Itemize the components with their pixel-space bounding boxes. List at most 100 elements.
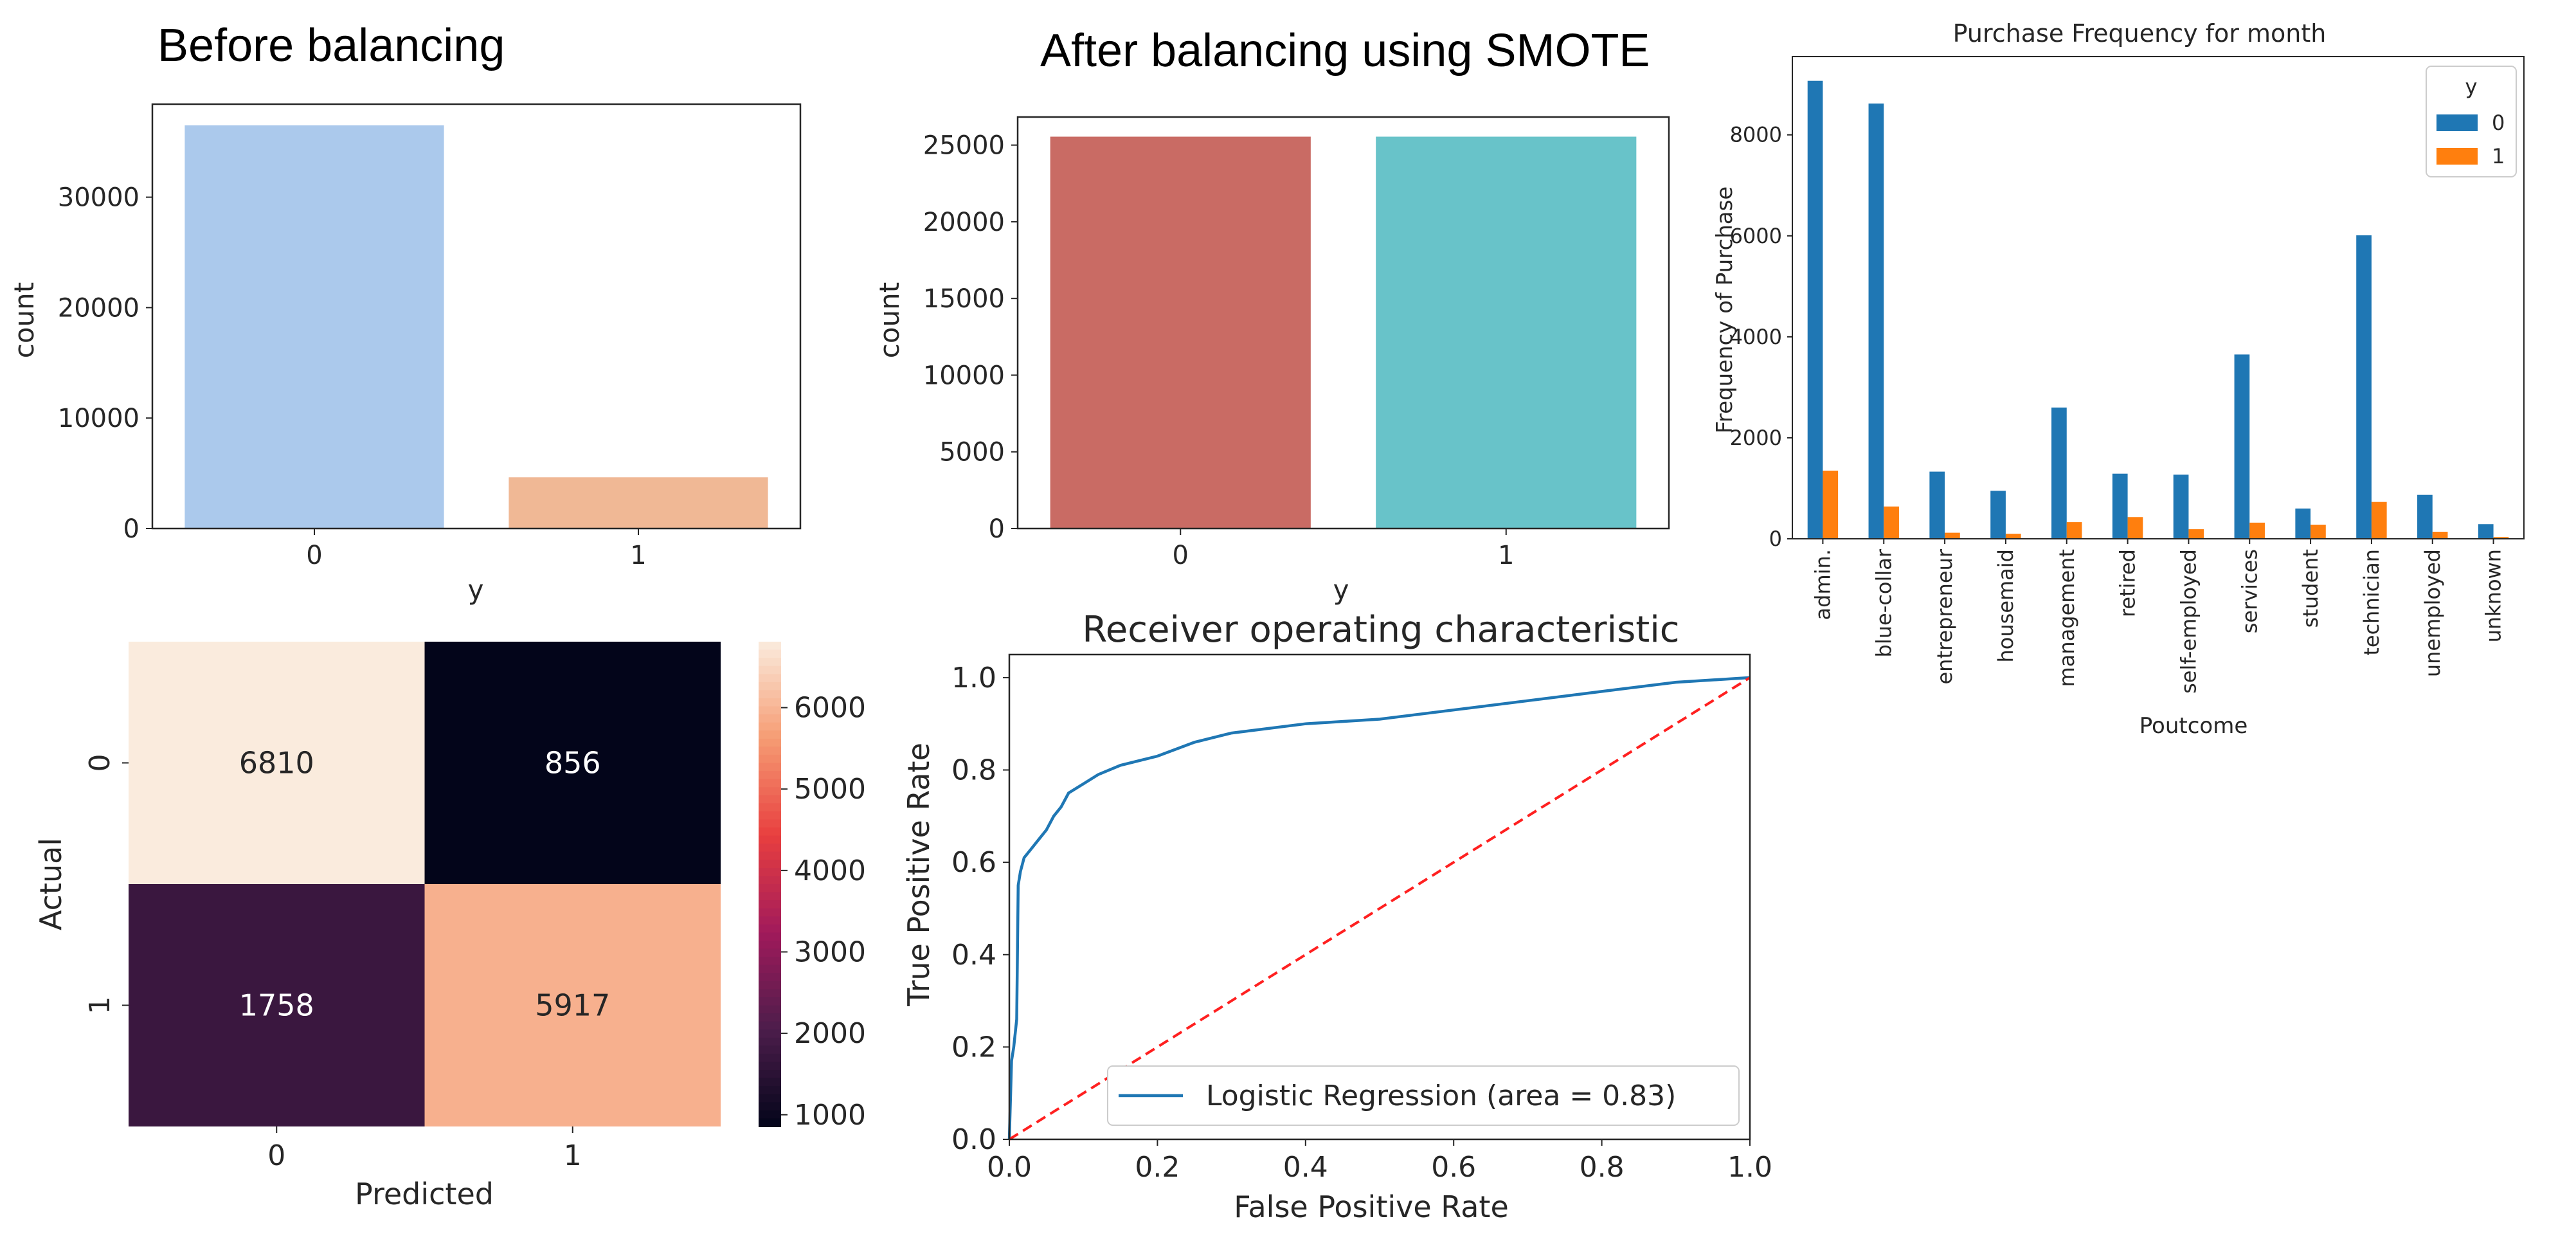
roc-y-tick-label: 0.4 (951, 939, 996, 972)
confusion-cell-0-0 (129, 642, 425, 884)
colorbar-tick-label: 4000 (794, 855, 866, 887)
purchase-x-tick-label: unemployed (2420, 549, 2445, 677)
purchase-x-tick-label: technician (2359, 549, 2384, 656)
colorbar-segment (759, 916, 781, 925)
purchase-bar-student-series-0 (2295, 508, 2311, 539)
colorbar-segment (759, 779, 781, 788)
roc-legend: Logistic Regression (area = 0.83) (1107, 1065, 1740, 1126)
purchase-bar-technician-series-1 (2371, 502, 2387, 539)
purchase-x-tick-label: entrepreneur (1932, 548, 1957, 684)
after-y-tick-label: 10000 (923, 361, 1005, 390)
purchase-bar-unemployed-series-0 (2417, 494, 2433, 539)
colorbar-segment (759, 722, 781, 732)
colorbar-segment (759, 1086, 781, 1095)
colorbar-segment (759, 1029, 781, 1038)
roc-chance-line (1008, 676, 1751, 1141)
colorbar-segment (759, 892, 781, 901)
colorbar-segment (759, 665, 781, 675)
colorbar-segment (759, 746, 781, 755)
roc-y-tick-label: 0.0 (951, 1123, 996, 1156)
roc-plot-frame (1008, 653, 1751, 1141)
purchase-x-tick-label: self-employed (2176, 549, 2201, 694)
purchase-bar-unemployed-series-1 (2432, 532, 2448, 539)
before-x-tick-label: 0 (306, 541, 322, 570)
colorbar-segment (759, 754, 781, 764)
colorbar-segment (759, 795, 781, 804)
colorbar-segment (759, 973, 781, 982)
colorbar-segment (759, 674, 781, 683)
confusion-cell-1-1 (424, 884, 721, 1126)
colorbar-segment (759, 924, 781, 934)
roc-legend-label: Logistic Regression (area = 0.83) (1206, 1080, 1676, 1112)
roc-x-tick-label: 0.0 (987, 1151, 1032, 1184)
purchase-bar-housemaid-series-1 (2005, 534, 2021, 539)
colorbar-segment (759, 1102, 781, 1111)
purchase-legend-label-1: 1 (2492, 144, 2505, 168)
colorbar-segment (759, 698, 781, 707)
before-y-tick-label: 20000 (58, 293, 140, 323)
roc-x-tick-label: 0.6 (1431, 1151, 1476, 1184)
colorbar-tick-label: 3000 (794, 936, 866, 968)
confusion-x-tick-label: 1 (564, 1139, 582, 1172)
colorbar-segment (759, 835, 781, 845)
colorbar-segment (759, 1062, 781, 1071)
confusion-cell-value: 6810 (239, 746, 314, 781)
roc-y-tick-label: 0.2 (951, 1031, 996, 1063)
purchase-legend-label-0: 0 (2492, 111, 2505, 135)
before-plot-frame (151, 103, 802, 530)
purchase-x-tick-label: student (2298, 549, 2323, 628)
after-x-label: y (1333, 574, 1349, 606)
roc-y-tick-label: 0.6 (951, 846, 996, 879)
purchase-bar-management-series-1 (2066, 522, 2082, 539)
colorbar-segment (759, 1013, 781, 1022)
colorbar-segment (759, 964, 781, 974)
purchase-bar-entrepreneur-series-0 (1929, 471, 1945, 539)
colorbar-tick-label: 6000 (794, 692, 866, 725)
purchase-bar-unknown-series-1 (2493, 537, 2509, 539)
purchase-chart-title: Purchase Frequency for month (1953, 19, 2327, 48)
confusion-x-label: Predicted (355, 1177, 494, 1211)
colorbar-segment (759, 1021, 781, 1031)
purchase-bar-blue-collar-series-0 (1868, 104, 1884, 539)
after-bar-0 (1050, 136, 1311, 529)
purchase-x-tick-label: retired (2116, 549, 2140, 617)
colorbar-segment (759, 706, 781, 716)
purchase-y-tick-label: 8000 (1730, 123, 1782, 147)
after-x-tick-label: 0 (1173, 541, 1189, 570)
after-x-tick-label: 1 (1498, 541, 1514, 570)
colorbar-segment (759, 690, 781, 699)
colorbar-segment (759, 642, 781, 651)
purchase-bar-management-series-0 (2051, 407, 2067, 539)
colorbar-segment (759, 649, 781, 659)
before-y-tick-label: 10000 (58, 404, 140, 433)
purchase-bar-self-employed-series-1 (2188, 529, 2204, 539)
purchase-legend-swatch-0 (2436, 114, 2478, 131)
before-y-tick-label: 30000 (58, 183, 140, 213)
after-y-tick-label: 25000 (923, 131, 1005, 161)
purchase-bar-retired-series-0 (2112, 473, 2128, 539)
purchase-legend-title: y (2465, 75, 2478, 99)
colorbar-segment (759, 876, 781, 885)
colorbar-segment (759, 1094, 781, 1103)
colorbar-segment (759, 851, 781, 861)
roc-x-tick-label: 1.0 (1727, 1151, 1772, 1184)
purchase-x-tick-label: services (2237, 549, 2262, 633)
purchase-x-label: Poutcome (2139, 713, 2248, 739)
purchase-y-tick-label: 0 (1769, 527, 1782, 551)
colorbar-segment (759, 714, 781, 723)
colorbar-segment (759, 1005, 781, 1015)
colorbar-segment (759, 811, 781, 820)
purchase-y-label: Frequency of Purchase (1712, 186, 1738, 433)
confusion-y-tick-label: 1 (84, 997, 116, 1015)
after-y-tick-label: 20000 (923, 208, 1005, 237)
before-balancing-chart: 0 1 0 10000 20000 30000 (58, 103, 802, 570)
roc-x-label: False Positive Rate (1234, 1189, 1509, 1224)
after-bar-1 (1376, 136, 1637, 529)
colorbar-tick-label: 2000 (794, 1017, 866, 1050)
colorbar-segment (759, 787, 781, 796)
purchase-y-tick-label: 2000 (1730, 426, 1782, 450)
colorbar-segment (759, 867, 781, 877)
confusion-cell-value: 856 (545, 746, 601, 781)
purchase-bar-technician-series-0 (2356, 235, 2372, 539)
colorbar-segment (759, 957, 781, 966)
